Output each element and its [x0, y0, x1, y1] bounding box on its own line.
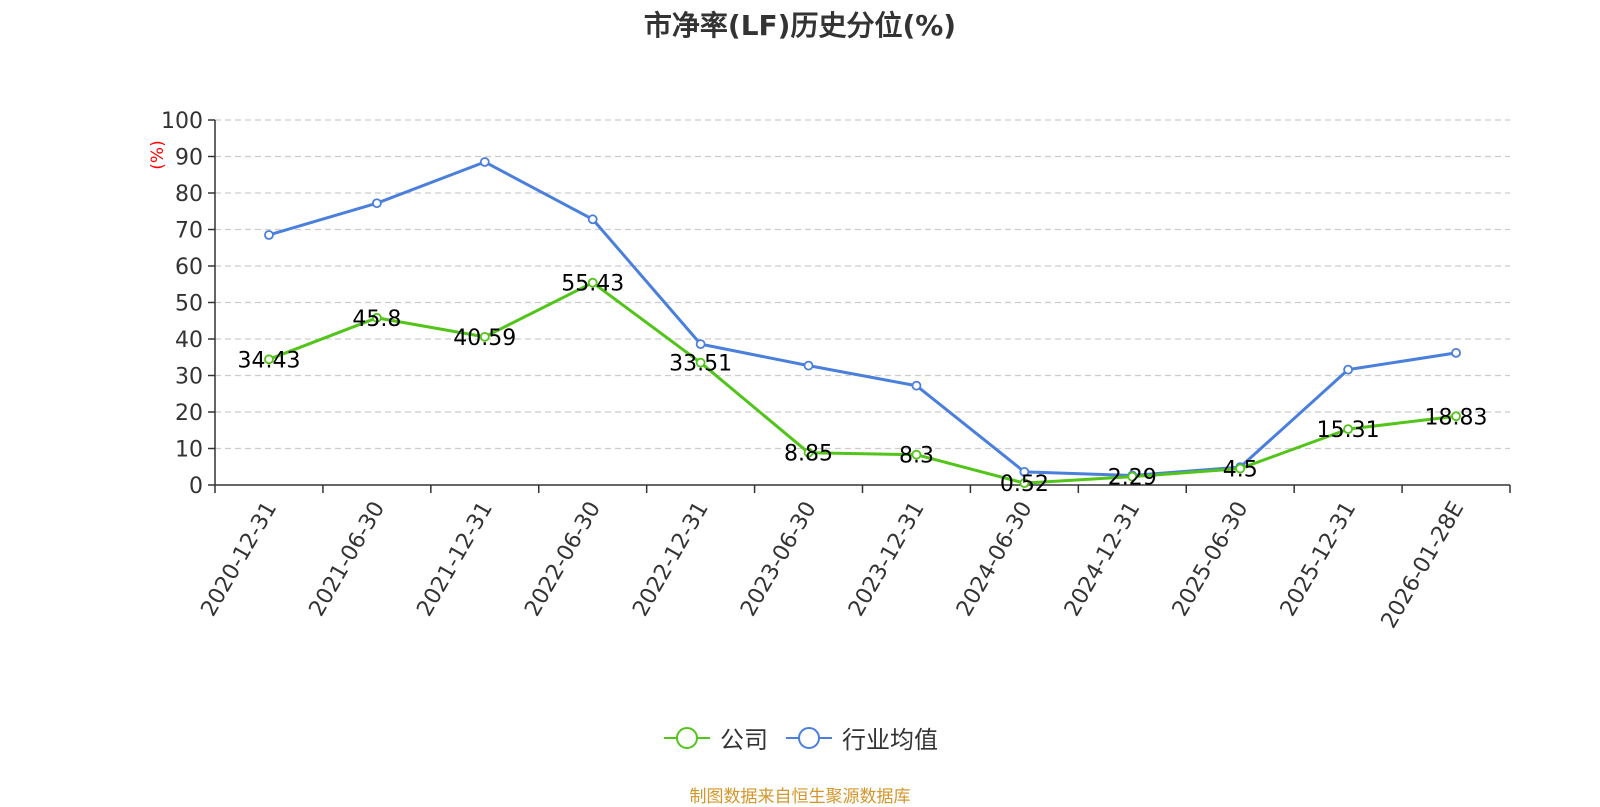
data-point-company[interactable]: [371, 312, 382, 323]
x-tick-label: 2024-06-30: [952, 498, 1038, 621]
y-tick-label: 20: [175, 401, 203, 426]
x-tick-label: 2025-06-30: [1168, 498, 1254, 621]
x-tick-label: 2021-06-30: [304, 498, 390, 621]
data-point-company[interactable]: [1019, 478, 1030, 489]
data-point-company[interactable]: [1235, 463, 1246, 474]
data-point-company[interactable]: [479, 331, 490, 342]
data-label-company: 4.5: [1223, 458, 1258, 483]
y-tick-label: 10: [175, 438, 203, 463]
data-point-company[interactable]: [587, 277, 598, 288]
series-lines: [264, 157, 1461, 489]
x-tick-label: 2026-01-28E: [1377, 498, 1470, 633]
data-point-industry-average[interactable]: [1451, 347, 1461, 358]
y-tick-label: 70: [175, 219, 203, 244]
data-label-company: 33.51: [669, 352, 732, 377]
data-point-company[interactable]: [1451, 411, 1461, 422]
x-tick-label: 2020-12-31: [197, 498, 283, 621]
series-line-company: [268, 281, 1457, 485]
data-label-company: 8.3: [899, 444, 934, 469]
legend-label-company: 公司: [720, 726, 768, 754]
data-label-company: 45.8: [352, 307, 401, 332]
data-label-company: 40.59: [453, 326, 516, 351]
data-label-company: 2.29: [1108, 466, 1157, 491]
data-point-industry-average[interactable]: [264, 230, 274, 240]
data-point-industry-average[interactable]: [1019, 466, 1030, 477]
y-axis-unit-label: (%): [148, 140, 168, 169]
legend-line-circle-icon: [786, 726, 832, 749]
legend-line-circle-icon: [664, 726, 710, 749]
data-label-company: 15.31: [1317, 418, 1380, 443]
data-point-company[interactable]: [911, 449, 922, 460]
data-point-industry-average[interactable]: [371, 198, 382, 209]
data-point-company[interactable]: [803, 447, 814, 458]
x-tick-label: 2023-12-31: [844, 498, 930, 621]
y-tick-label: 30: [175, 365, 203, 390]
x-tick-label: 2024-12-31: [1060, 498, 1146, 621]
legend: 公司 行业均值: [0, 720, 1600, 755]
x-tick-label: 2025-12-31: [1276, 498, 1362, 621]
x-tick-label: 2022-06-30: [520, 498, 606, 621]
y-tick-label: 80: [175, 182, 203, 207]
grid-lines: [215, 119, 1510, 450]
x-tick-label: 2021-12-31: [412, 498, 498, 621]
data-point-industry-average[interactable]: [587, 214, 598, 225]
y-tick-label: 0: [189, 474, 203, 499]
x-tick-label: 2022-12-31: [628, 498, 714, 621]
data-label-company: 55.43: [561, 272, 624, 297]
data-point-industry-average[interactable]: [911, 380, 922, 391]
data-point-industry-average[interactable]: [479, 157, 490, 167]
y-tick-label: 50: [175, 292, 203, 317]
data-label-company: 0.52: [1000, 472, 1049, 497]
data-point-company[interactable]: [1343, 424, 1354, 435]
legend-label-industry-average: 行业均值: [842, 726, 938, 754]
y-tick-label: 100: [161, 109, 203, 134]
legend-item-industry-average[interactable]: 行业均值: [784, 720, 938, 755]
data-point-company[interactable]: [695, 357, 706, 368]
data-labels: 34.43 45.8 40.59 55.43 33.51 8.85 8.3 0.52 2.29 4…: [237, 272, 1487, 497]
data-label-company: 18.83: [1425, 405, 1488, 430]
data-point-company[interactable]: [1127, 471, 1138, 482]
data-label-company: 8.85: [784, 442, 833, 467]
x-tick-label: 2023-06-30: [736, 498, 822, 621]
y-tick-label: 40: [175, 328, 203, 353]
data-point-company[interactable]: [264, 354, 274, 365]
data-point-industry-average[interactable]: [695, 339, 706, 350]
legend-item-company[interactable]: 公司: [662, 720, 768, 755]
y-tick-label: 90: [175, 146, 203, 171]
y-tick-label: 60: [175, 255, 203, 280]
series-line-industry-average: [268, 160, 1457, 478]
chart-title: 市净率(LF)历史分位(%): [643, 9, 957, 42]
data-point-industry-average[interactable]: [803, 360, 814, 371]
data-point-industry-average[interactable]: [1343, 364, 1354, 375]
source-note: 制图数据来自恒生聚源数据库: [689, 787, 911, 807]
data-label-company: 34.43: [237, 348, 300, 373]
